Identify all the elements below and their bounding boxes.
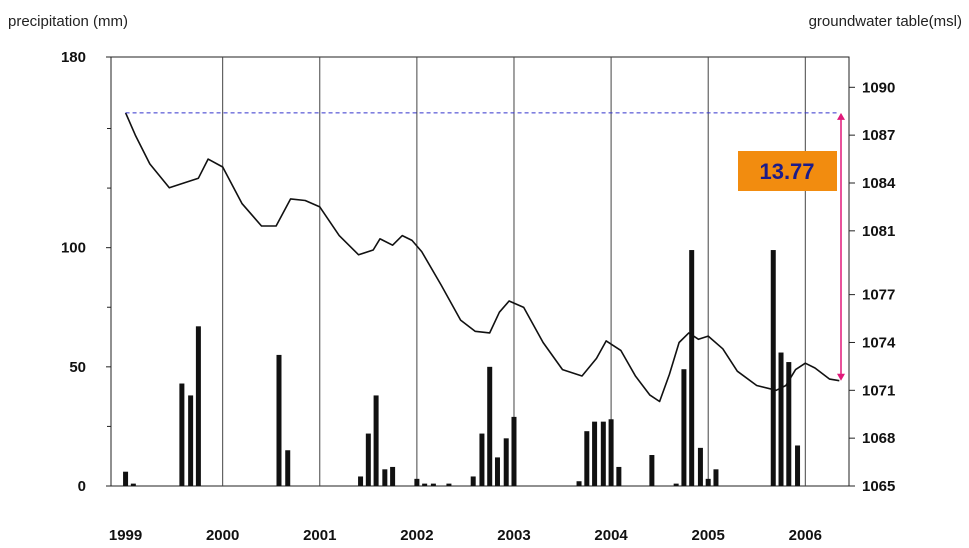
precipitation-bar xyxy=(123,471,129,486)
precipitation-bar xyxy=(584,431,590,486)
precipitation-bar xyxy=(358,476,364,486)
precipitation-bar xyxy=(778,352,784,486)
arrow-head-top xyxy=(837,112,845,120)
precipitation-bar xyxy=(681,369,687,486)
y-left-tick-label: 180 xyxy=(61,49,86,66)
y-right-tick-label: 1084 xyxy=(862,175,896,192)
precipitation-bar xyxy=(770,250,776,486)
precipitation-bar xyxy=(673,483,679,486)
y-right-tick-label: 1065 xyxy=(862,478,895,495)
y-right-tick-label: 1081 xyxy=(862,223,895,240)
axis-ticks: 1999 2000 2001 2002 2003 2004 2005 2006 0 50 100 18… xyxy=(61,49,896,544)
right-axis-title: groundwater table(msl) xyxy=(809,13,962,30)
groundwater-line xyxy=(124,112,840,403)
x-tick-label: 2005 xyxy=(692,527,725,544)
left-axis-title: precipitation (mm) xyxy=(8,13,128,30)
y-right-tick-label: 1077 xyxy=(862,287,895,304)
precipitation-bar xyxy=(503,438,509,486)
precipitation-bar xyxy=(130,483,136,486)
precipitation-bar xyxy=(689,250,695,486)
precipitation-bar xyxy=(276,354,282,486)
precipitation-bar xyxy=(414,478,420,486)
callout-value: 13.77 xyxy=(759,159,814,184)
x-tick-label: 2006 xyxy=(789,527,822,544)
y-right-tick-label: 1068 xyxy=(862,430,895,447)
x-tick-label: 2004 xyxy=(594,527,628,544)
y-right-tick-label: 1071 xyxy=(862,382,895,399)
precipitation-bar xyxy=(390,466,396,486)
precipitation-bar xyxy=(576,481,582,486)
precipitation-bar xyxy=(179,383,185,486)
precipitation-bar xyxy=(494,457,500,486)
x-tick-label: 2003 xyxy=(497,527,530,544)
x-tick-label: 1999 xyxy=(109,527,142,544)
precipitation-bar xyxy=(470,476,476,486)
y-right-tick-label: 1074 xyxy=(862,334,896,351)
x-tick-label: 2002 xyxy=(400,527,433,544)
precipitation-bar xyxy=(422,483,428,486)
y-right-tick-label: 1087 xyxy=(862,127,895,144)
precipitation-bar xyxy=(188,395,194,486)
precipitation-bar xyxy=(592,421,598,486)
plot-frame xyxy=(110,56,850,487)
groundwater-line-group xyxy=(124,112,840,403)
arrow-head-bottom xyxy=(837,373,845,381)
precipitation-bars xyxy=(123,250,801,486)
precipitation-bar xyxy=(382,469,388,486)
precipitation-bar xyxy=(285,450,291,486)
x-tick-label: 2000 xyxy=(206,527,239,544)
precipitation-bar xyxy=(446,483,452,486)
precipitation-bar xyxy=(795,445,801,486)
precipitation-bar xyxy=(705,478,711,486)
precipitation-bar xyxy=(195,326,201,486)
annotation-group: 13.77 xyxy=(125,112,845,381)
callout-box xyxy=(738,151,837,191)
precipitation-bar xyxy=(600,421,606,486)
y-left-tick-label: 50 xyxy=(69,359,86,376)
y-left-tick-label: 0 xyxy=(78,478,86,495)
precipitation-bar xyxy=(511,416,517,486)
precipitation-bar xyxy=(697,447,703,486)
precipitation-bar xyxy=(649,455,655,486)
precipitation-bar xyxy=(786,362,792,486)
y-right-tick-label: 1090 xyxy=(862,79,895,96)
precipitation-bar xyxy=(616,466,622,486)
precipitation-bar xyxy=(713,469,719,486)
x-tick-label: 2001 xyxy=(303,527,336,544)
precipitation-bar xyxy=(479,433,485,486)
precipitation-bar xyxy=(487,366,493,486)
year-gridlines xyxy=(222,57,806,486)
precipitation-bar xyxy=(365,433,371,486)
precipitation-bar xyxy=(430,483,436,486)
precipitation-bar xyxy=(608,419,614,486)
y-left-tick-label: 100 xyxy=(61,240,86,257)
precipitation-bar xyxy=(373,395,379,486)
